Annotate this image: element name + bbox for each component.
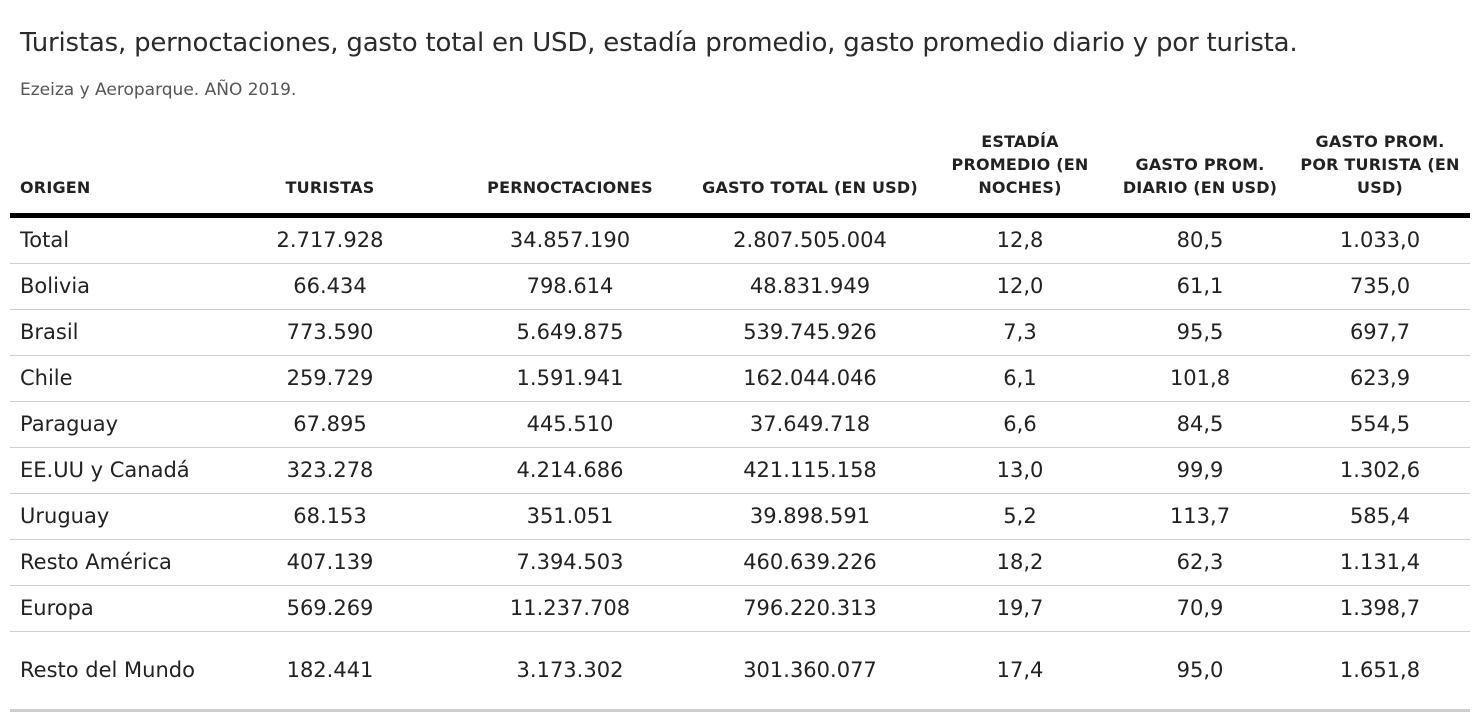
table-cell: 407.139 [210, 539, 450, 586]
row-label: Total [10, 215, 210, 264]
table-cell: 5,2 [930, 493, 1110, 540]
table-cell: 39.898.591 [690, 493, 930, 540]
table-cell: 68.153 [210, 493, 450, 540]
table-cell: 445.510 [450, 401, 690, 448]
table-cell: 113,7 [1110, 493, 1290, 540]
table-row: EE.UU y Canadá 323.278 4.214.686 421.115.15… [10, 447, 1470, 494]
table-cell: 99,9 [1110, 447, 1290, 494]
page-subtitle: Ezeiza y Aeroparque. AÑO 2019. [20, 80, 297, 100]
table-cell: 182.441 [210, 631, 450, 712]
table-cell: 323.278 [210, 447, 450, 494]
table-header-row: ORIGEN TURISTAS PERNOCTACIONES GASTO TOTAL … [10, 130, 1470, 218]
table-cell: 773.590 [210, 309, 450, 356]
table-cell: 1.302,6 [1290, 447, 1470, 494]
table-cell: 2.717.928 [210, 215, 450, 264]
table-cell: 5.649.875 [450, 309, 690, 356]
row-label: EE.UU y Canadá [10, 447, 210, 494]
table-cell: 796.220.313 [690, 585, 930, 632]
column-header: GASTO PROM. POR TURISTA (EN USD) [1290, 130, 1470, 218]
table-row: Paraguay 67.895 445.510 37.649.718 6,6 84,5 55… [10, 401, 1470, 448]
table-cell: 351.051 [450, 493, 690, 540]
data-table: ORIGEN TURISTAS PERNOCTACIONES GASTO TOTAL … [10, 130, 1470, 712]
table-cell: 101,8 [1110, 355, 1290, 402]
table-row: Resto América 407.139 7.394.503 460.639.226… [10, 539, 1470, 586]
table-cell: 735,0 [1290, 263, 1470, 310]
table-cell: 1.131,4 [1290, 539, 1470, 586]
table-cell: 798.614 [450, 263, 690, 310]
table-cell: 84,5 [1110, 401, 1290, 448]
table-cell: 48.831.949 [690, 263, 930, 310]
row-label: Brasil [10, 309, 210, 356]
row-label: Paraguay [10, 401, 210, 448]
table-cell: 1.591.941 [450, 355, 690, 402]
table-cell: 421.115.158 [690, 447, 930, 494]
table-cell: 1.033,0 [1290, 215, 1470, 264]
row-label: Uruguay [10, 493, 210, 540]
table-cell: 162.044.046 [690, 355, 930, 402]
row-label: Resto América [10, 539, 210, 586]
table-cell: 6,1 [930, 355, 1110, 402]
table-row: Bolivia 66.434 798.614 48.831.949 12,0 61,1 73… [10, 263, 1470, 310]
table-cell: 17,4 [930, 631, 1110, 712]
table-cell: 61,1 [1110, 263, 1290, 310]
table-cell: 34.857.190 [450, 215, 690, 264]
page-title: Turistas, pernoctaciones, gasto total en… [20, 28, 1298, 58]
table-cell: 7.394.503 [450, 539, 690, 586]
column-header: TURISTAS [210, 130, 450, 218]
table-cell: 4.214.686 [450, 447, 690, 494]
table-cell: 460.639.226 [690, 539, 930, 586]
table-cell: 13,0 [930, 447, 1110, 494]
table-cell: 67.895 [210, 401, 450, 448]
table-cell: 259.729 [210, 355, 450, 402]
table-cell: 1.651,8 [1290, 631, 1470, 712]
row-label: Europa [10, 585, 210, 632]
row-label: Chile [10, 355, 210, 402]
table-cell: 70,9 [1110, 585, 1290, 632]
table-cell: 569.269 [210, 585, 450, 632]
table-cell: 80,5 [1110, 215, 1290, 264]
table-cell: 623,9 [1290, 355, 1470, 402]
table-cell: 1.398,7 [1290, 585, 1470, 632]
table-cell: 6,6 [930, 401, 1110, 448]
table-cell: 95,5 [1110, 309, 1290, 356]
table-row: Resto del Mundo 182.441 3.173.302 301.360.0… [10, 631, 1470, 712]
row-label: Bolivia [10, 263, 210, 310]
column-header: PERNOCTACIONES [450, 130, 690, 218]
table-row: Europa 569.269 11.237.708 796.220.313 19,7 70… [10, 585, 1470, 632]
row-label: Resto del Mundo [10, 631, 210, 712]
table-cell: 37.649.718 [690, 401, 930, 448]
table-cell: 554,5 [1290, 401, 1470, 448]
table-row: Total 2.717.928 34.857.190 2.807.505.004 12,… [10, 215, 1470, 264]
table-cell: 2.807.505.004 [690, 215, 930, 264]
table-cell: 697,7 [1290, 309, 1470, 356]
table-cell: 7,3 [930, 309, 1110, 356]
column-header: ESTADÍA PROMEDIO (EN NOCHES) [930, 130, 1110, 218]
table-cell: 3.173.302 [450, 631, 690, 712]
table-body: Total 2.717.928 34.857.190 2.807.505.004 12,… [10, 215, 1470, 712]
table-cell: 62,3 [1110, 539, 1290, 586]
column-header: GASTO TOTAL (EN USD) [690, 130, 930, 218]
table-cell: 18,2 [930, 539, 1110, 586]
table-cell: 11.237.708 [450, 585, 690, 632]
table-cell: 12,0 [930, 263, 1110, 310]
column-header: ORIGEN [10, 130, 210, 218]
table-row: Brasil 773.590 5.649.875 539.745.926 7,3 95,5… [10, 309, 1470, 356]
table-cell: 301.360.077 [690, 631, 930, 712]
table-row: Uruguay 68.153 351.051 39.898.591 5,2 113,7 58… [10, 493, 1470, 540]
table-cell: 585,4 [1290, 493, 1470, 540]
column-header: GASTO PROM. DIARIO (EN USD) [1110, 130, 1290, 218]
table-cell: 539.745.926 [690, 309, 930, 356]
table-row: Chile 259.729 1.591.941 162.044.046 6,1 101,8… [10, 355, 1470, 402]
table-cell: 66.434 [210, 263, 450, 310]
table-cell: 95,0 [1110, 631, 1290, 712]
table-cell: 19,7 [930, 585, 1110, 632]
table-cell: 12,8 [930, 215, 1110, 264]
